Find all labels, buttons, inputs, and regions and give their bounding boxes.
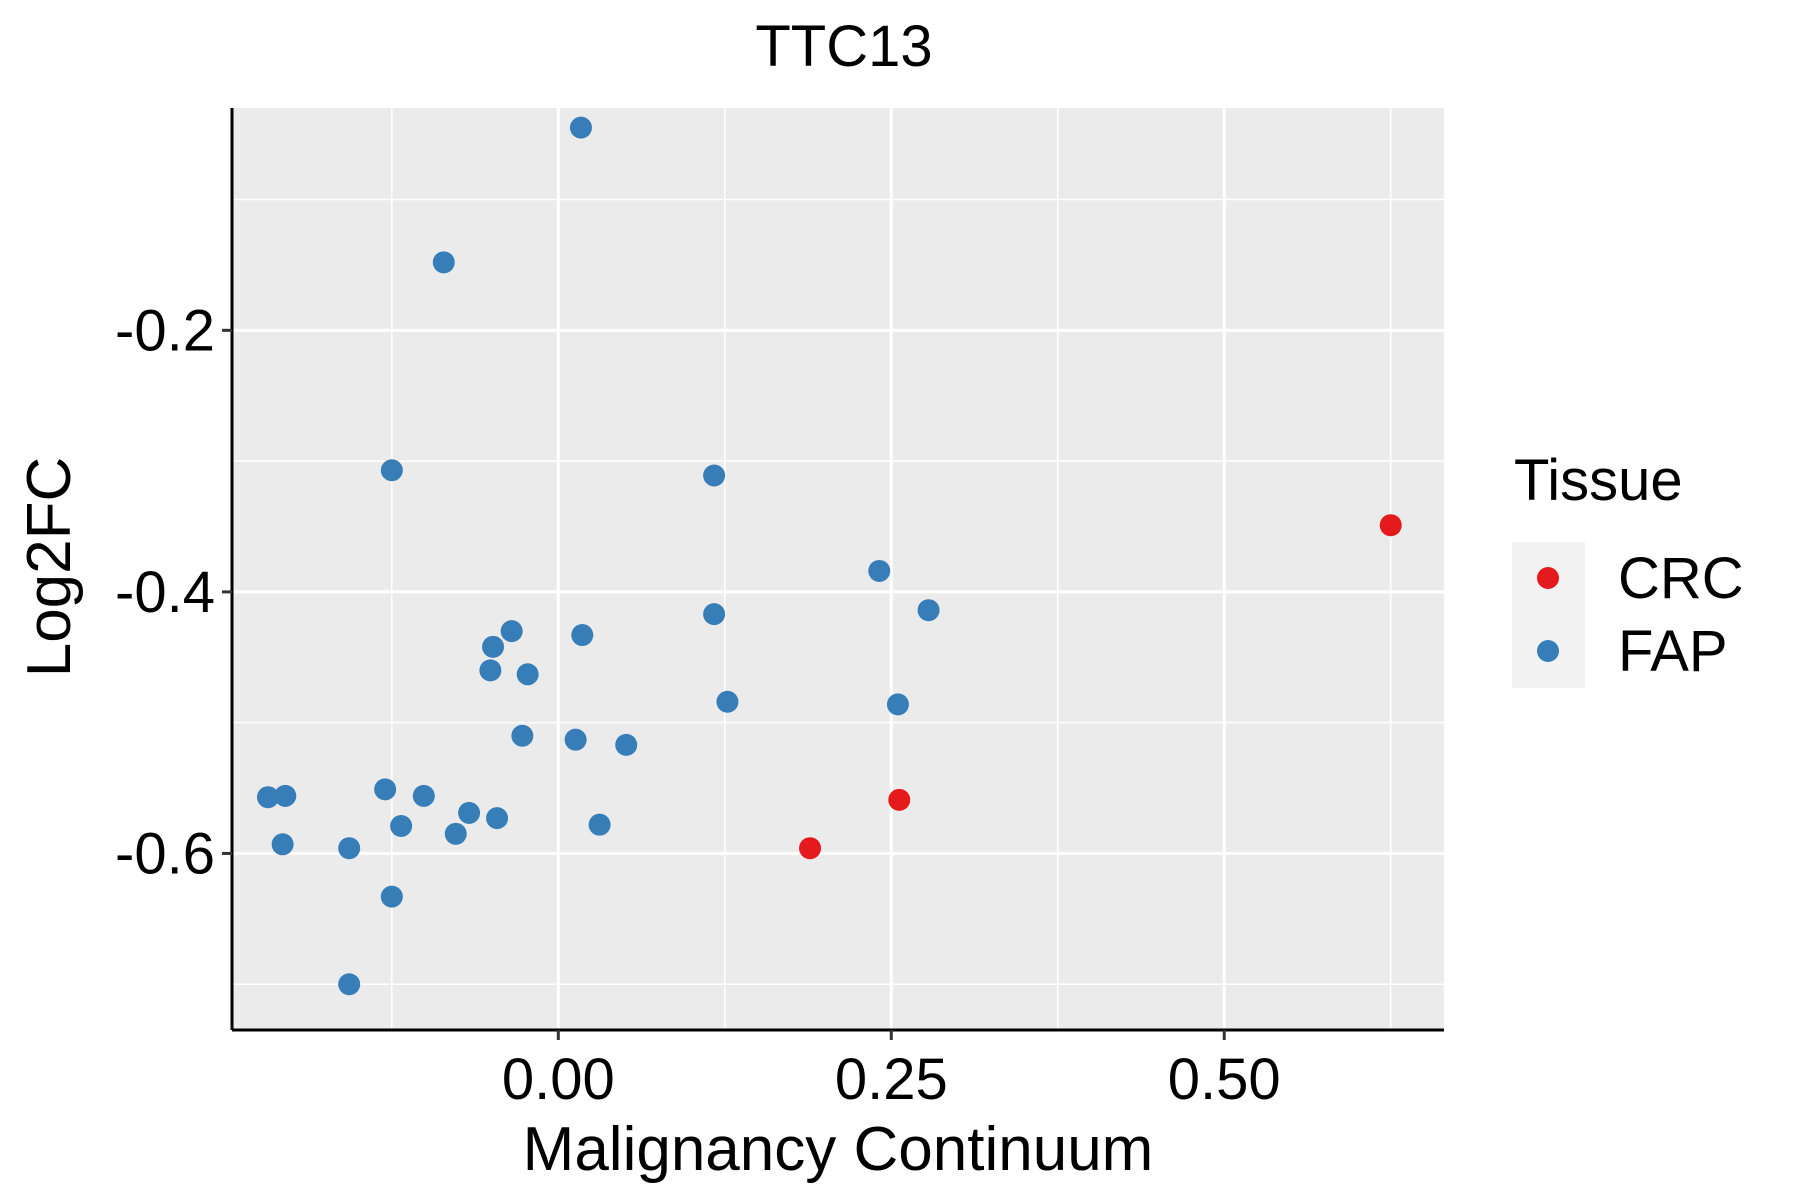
point-fap (615, 733, 638, 756)
legend: Tissue CRC FAP (1512, 448, 1744, 688)
chart-title: TTC13 (755, 14, 932, 79)
plot-panel (232, 108, 1444, 1030)
point-fap (511, 724, 534, 747)
point-fap (917, 599, 940, 622)
point-fap (374, 778, 397, 801)
legend-label-fap: FAP (1618, 619, 1728, 684)
point-fap (412, 784, 435, 807)
point-fap (569, 116, 592, 139)
point-fap (500, 620, 523, 643)
point-fap (444, 822, 467, 845)
point-crc (888, 788, 911, 811)
point-fap (256, 786, 279, 809)
point-fap (564, 728, 587, 751)
legend-label-crc: CRC (1618, 546, 1744, 611)
legend-key-fap (1537, 640, 1559, 662)
point-fap (380, 459, 403, 482)
legend-title: Tissue (1514, 448, 1683, 513)
point-fap (482, 635, 505, 658)
point-fap (868, 559, 891, 582)
point-fap (588, 813, 611, 836)
legend-key-crc (1537, 567, 1559, 589)
y-tick-label: -0.6 (115, 821, 215, 886)
x-axis-title: Malignancy Continuum (523, 1115, 1154, 1184)
x-axis-ticks: 0.00 0.25 0.50 (502, 1030, 1281, 1112)
y-axis-title: Log2FC (15, 457, 84, 678)
point-crc (799, 837, 822, 860)
point-fap (458, 801, 481, 824)
point-crc (1379, 514, 1402, 537)
y-tick-label: -0.2 (115, 298, 215, 363)
gridlines (232, 108, 1444, 1030)
data-points (256, 116, 1402, 996)
x-tick-label: 0.25 (835, 1047, 948, 1112)
point-fap (571, 624, 594, 647)
point-fap (703, 464, 726, 487)
point-fap (390, 814, 413, 837)
point-fap (432, 251, 455, 274)
x-tick-label: 0.50 (1168, 1047, 1281, 1112)
point-fap (886, 693, 909, 716)
point-fap (380, 885, 403, 908)
point-fap (479, 659, 502, 682)
x-tick-label: 0.00 (502, 1047, 615, 1112)
point-fap (271, 833, 294, 856)
point-fap (716, 690, 739, 713)
point-fap (338, 973, 361, 996)
point-fap (486, 807, 509, 830)
y-axis-ticks: -0.2 -0.4 -0.6 (115, 298, 232, 886)
y-tick-label: -0.4 (115, 560, 215, 625)
point-fap (338, 837, 361, 860)
point-fap (274, 784, 297, 807)
point-fap (703, 603, 726, 626)
point-fap (516, 663, 539, 686)
legend-key-background (1512, 542, 1585, 688)
